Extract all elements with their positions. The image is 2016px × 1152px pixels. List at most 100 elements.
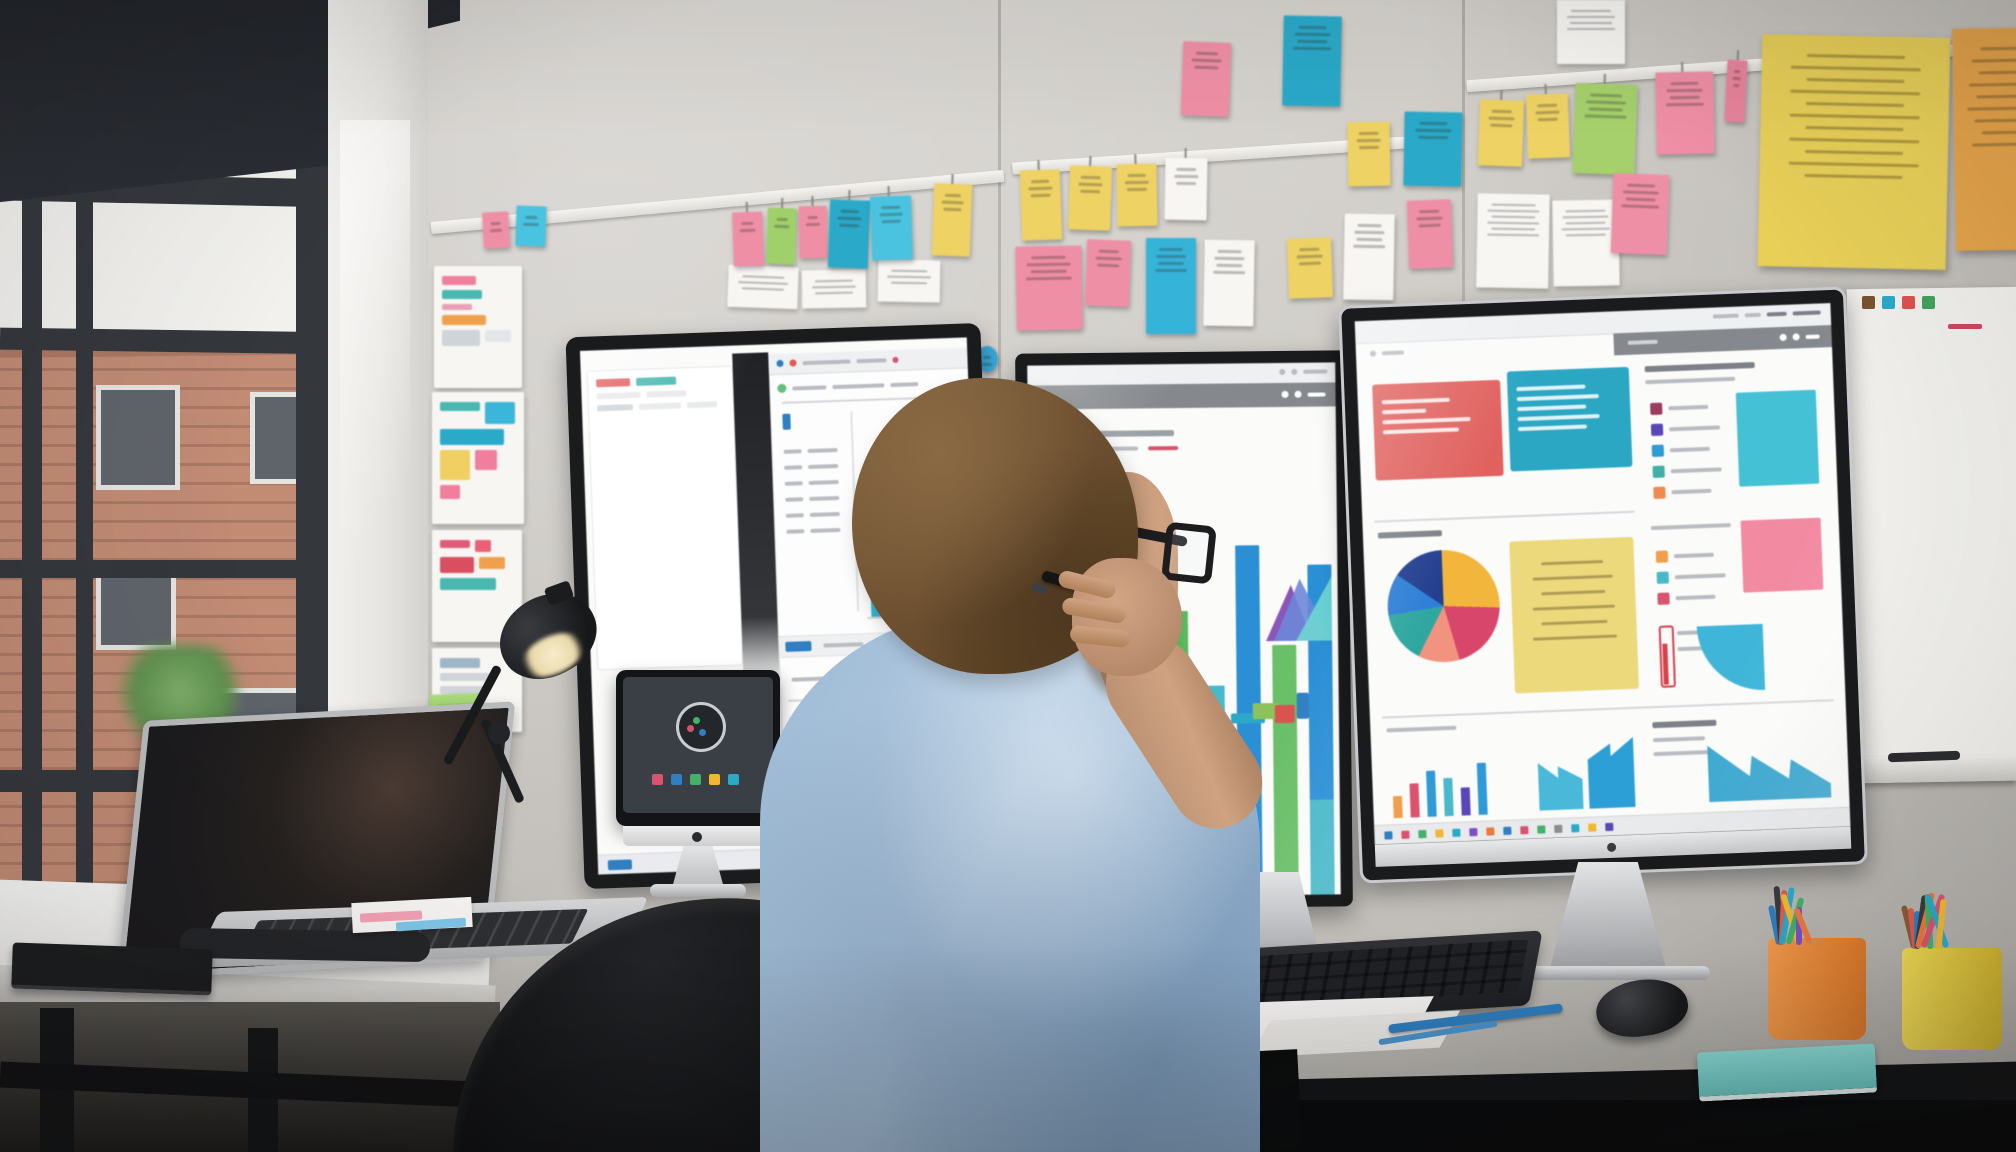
legend-row — [1653, 484, 1722, 499]
legend-swatch — [1657, 592, 1670, 605]
paper-line — [814, 291, 854, 295]
sticky-note — [1180, 41, 1232, 117]
panel2-label — [1650, 523, 1731, 531]
note-scribble — [1155, 255, 1187, 258]
app-icon — [652, 774, 663, 785]
note-scribble — [1670, 81, 1699, 86]
chart-bar — [1443, 777, 1454, 817]
handwriting-line — [1789, 137, 1920, 144]
right-monitor — [1338, 286, 1868, 884]
note-scribble — [1296, 39, 1328, 44]
note-scribble — [1296, 254, 1323, 259]
note-scribble — [1358, 145, 1380, 150]
desc-line — [1652, 736, 1706, 743]
paper-line — [1487, 209, 1540, 213]
poster-chip — [442, 315, 486, 325]
orange-planning-sheet — [1952, 27, 2016, 251]
sticky-note — [931, 173, 973, 257]
card-text-line — [1517, 404, 1586, 412]
pen-cup-yellow-right — [1902, 948, 2002, 1050]
legend-label — [1671, 488, 1712, 495]
note-scribble — [774, 224, 790, 229]
note-scribble — [1081, 175, 1101, 180]
note-scribble — [1173, 174, 1199, 179]
note-scribble — [1537, 103, 1557, 108]
app-icon — [728, 774, 739, 785]
side-panel-chip — [595, 378, 631, 388]
quarter-circle-chart — [1696, 623, 1766, 693]
note-clip — [848, 189, 851, 201]
legend-label — [1675, 594, 1716, 601]
poster-chip — [442, 304, 472, 310]
poster-chip — [442, 290, 482, 299]
note-clip — [1603, 73, 1606, 84]
card-text-line — [1517, 424, 1587, 432]
note-scribble — [1490, 123, 1513, 128]
divider — [1381, 699, 1834, 719]
poster-chip — [440, 673, 490, 681]
note-scribble — [1419, 121, 1448, 126]
note-scribble — [1212, 270, 1246, 275]
panel-subtitle — [1645, 376, 1736, 385]
thermometer-widget — [1658, 625, 1676, 688]
side-panel-chip — [635, 376, 677, 386]
note-scribble — [881, 205, 901, 210]
black-notebook — [11, 942, 213, 996]
note-clip — [1544, 84, 1547, 95]
window-bar — [0, 560, 345, 578]
note-scribble — [881, 219, 902, 224]
note-scribble — [1418, 223, 1441, 228]
card-text-line — [1516, 384, 1586, 392]
paper-line — [1570, 10, 1612, 12]
paper-line — [1562, 227, 1610, 231]
whiteboard-icon — [1902, 296, 1915, 309]
legend-label — [1668, 425, 1721, 432]
step-area-chart — [1537, 731, 1636, 811]
breadcrumb — [1369, 349, 1405, 357]
mountain-area-chart — [1707, 733, 1831, 802]
sticky-note — [1347, 121, 1391, 187]
sticky-note — [1572, 73, 1638, 176]
handwriting-line — [1972, 142, 2016, 147]
note-clip — [1134, 154, 1137, 165]
logo-dot — [693, 717, 700, 724]
note-scribble — [1299, 247, 1320, 252]
note-scribble — [1623, 190, 1659, 195]
thermo-fill — [1662, 643, 1669, 685]
logo-dot — [687, 725, 694, 732]
side-panel-chip — [646, 390, 687, 398]
paper-line — [1565, 209, 1606, 213]
handwriting-line — [1969, 82, 2016, 87]
note-line — [1541, 559, 1603, 566]
mountain-shape — [1707, 733, 1831, 802]
taskbar-icon — [1503, 826, 1512, 835]
legend-swatch — [1655, 550, 1669, 563]
note-line — [1541, 589, 1606, 596]
whiteboard-red-label — [1948, 324, 1982, 329]
note-scribble — [1217, 249, 1242, 254]
handwriting-line — [1804, 173, 1903, 180]
handwriting-line — [1788, 161, 1919, 168]
poster-chip — [440, 658, 480, 668]
paper-line — [890, 269, 928, 273]
paper-line — [814, 279, 853, 283]
note-scribble — [1028, 186, 1053, 191]
mini-bar-chart — [1391, 745, 1488, 819]
person — [740, 360, 1300, 1152]
poster-chip — [485, 330, 511, 342]
pen-cup-pens — [1900, 892, 1950, 950]
red-kpi-card — [1372, 379, 1504, 481]
note-scribble — [839, 223, 859, 228]
legend-row — [1657, 590, 1726, 605]
side-panel-chip — [686, 401, 718, 409]
note-scribble — [1154, 269, 1188, 272]
handwriting-line — [1804, 149, 1904, 156]
sticky-note — [1067, 155, 1113, 231]
note-scribble — [1026, 276, 1072, 281]
note-scribble — [1357, 223, 1382, 228]
handwriting-line — [1806, 77, 1905, 84]
legend-2 — [1655, 539, 1726, 605]
lamp-joint — [488, 722, 510, 744]
note-scribble — [1733, 69, 1741, 74]
